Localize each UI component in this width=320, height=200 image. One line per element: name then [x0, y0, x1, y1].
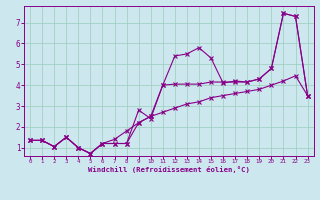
X-axis label: Windchill (Refroidissement éolien,°C): Windchill (Refroidissement éolien,°C): [88, 166, 250, 173]
